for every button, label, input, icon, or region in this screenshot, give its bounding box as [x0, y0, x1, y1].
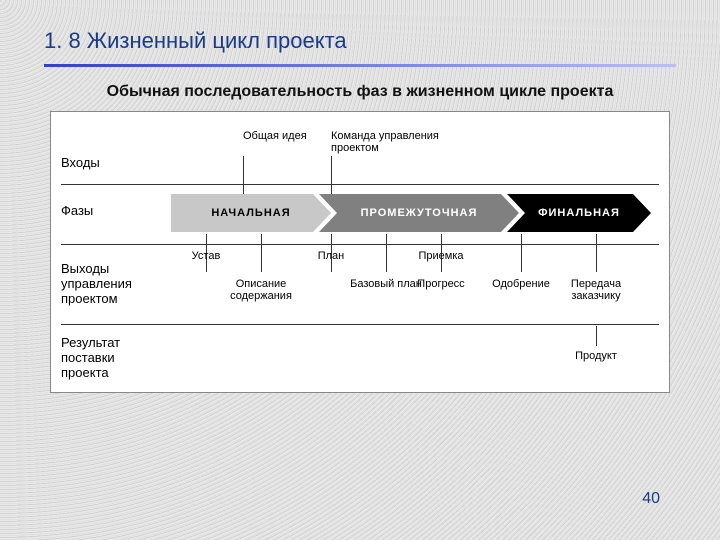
output-bottom-label: Передача заказчику: [551, 278, 641, 302]
input-tick: [331, 156, 332, 194]
phase-label: НАЧАЛЬНАЯ: [211, 207, 290, 219]
separator-line: [61, 244, 659, 245]
input-label: Команда управления проектом: [331, 130, 471, 154]
phase-label: ФИНАЛЬНАЯ: [538, 207, 620, 219]
phase-label: ПРОМЕЖУТОЧНАЯ: [361, 207, 478, 219]
output-top-label: Приемка: [418, 250, 463, 262]
title-underline: [44, 64, 676, 67]
input-tick: [243, 156, 244, 194]
output-tick: [596, 234, 597, 272]
page-number: 40: [642, 490, 660, 508]
page-title: 1. 8 Жизненный цикл проекта: [20, 10, 700, 60]
product-label: Продукт: [575, 350, 617, 362]
separator-line: [61, 184, 659, 185]
row-label-phases: Фазы: [61, 204, 161, 219]
output-top-label: Устав: [192, 250, 221, 262]
page-subtitle: Обычная последовательность фаз в жизненн…: [44, 83, 676, 101]
slide: 1. 8 Жизненный цикл проекта Обычная посл…: [20, 10, 700, 530]
phase-arrow-band: НАЧАЛЬНАЯ ПРОМЕЖУТОЧНАЯ ФИНАЛЬНАЯ: [171, 194, 651, 232]
product-tick: [596, 326, 597, 346]
output-tick: [521, 234, 522, 272]
phase-chevron: НАЧАЛЬНАЯ: [171, 194, 331, 232]
separator-line: [61, 324, 659, 325]
output-tick: [386, 234, 387, 272]
output-tick: [261, 234, 262, 272]
output-top-label: План: [318, 250, 345, 262]
output-bottom-label: Прогресс: [396, 278, 486, 290]
lifecycle-diagram: Входы Фазы Выходы управления проектом Ре…: [50, 111, 670, 393]
row-label-deliverable: Результат поставки проекта: [61, 336, 161, 381]
phase-chevron: ПРОМЕЖУТОЧНАЯ: [319, 194, 519, 232]
phase-chevron: ФИНАЛЬНАЯ: [507, 194, 651, 232]
row-label-outputs: Выходы управления проектом: [61, 262, 161, 307]
row-label-inputs: Входы: [61, 156, 161, 171]
output-bottom-label: Описание содержания: [216, 278, 306, 302]
